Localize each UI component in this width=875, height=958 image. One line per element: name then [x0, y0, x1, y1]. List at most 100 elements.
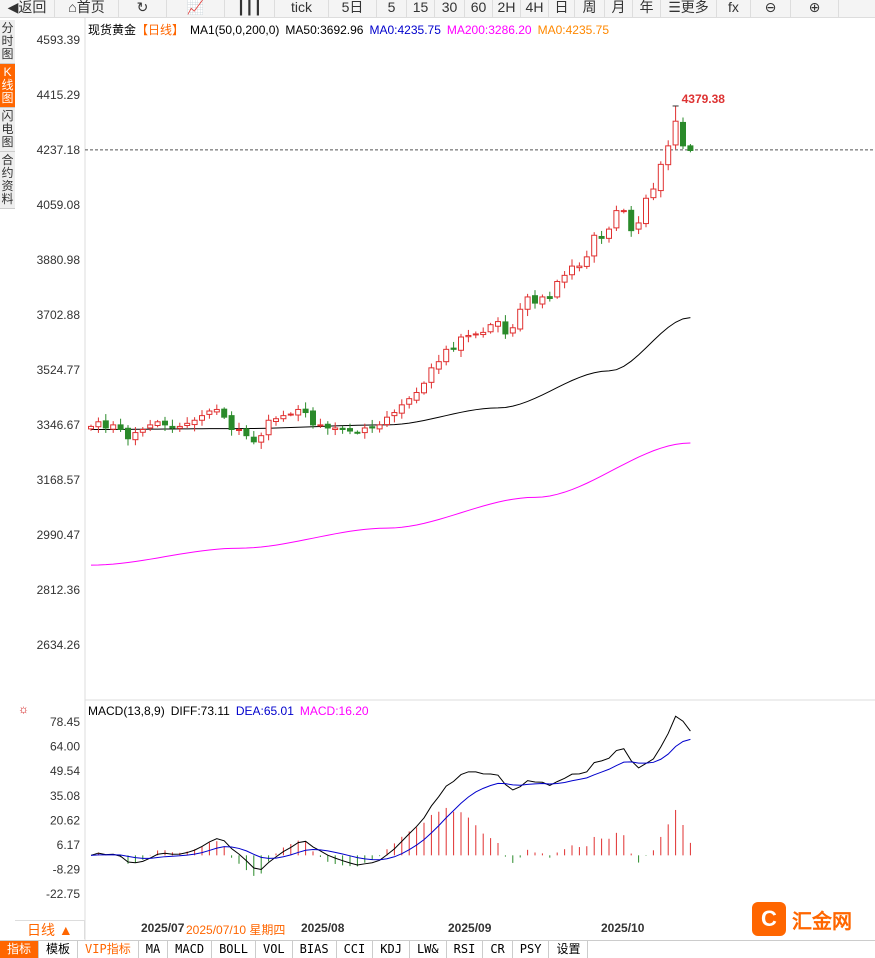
candle-body: [258, 435, 265, 443]
candle-body: [539, 296, 546, 305]
toolbar-m15-button[interactable]: 15: [407, 0, 435, 18]
indicator-tab[interactable]: LW&: [410, 941, 447, 958]
toolbar-kline-button[interactable]: ┃┃┃: [225, 0, 275, 18]
macd-tick-label: 49.54: [50, 764, 80, 778]
candle-body: [472, 333, 479, 336]
indicator-tab[interactable]: MACD: [168, 941, 213, 958]
ma-name[interactable]: MA1(50,0,200,0): [190, 23, 280, 37]
y-tick-label: 4415.29: [37, 88, 81, 102]
candle-body: [88, 425, 94, 430]
toolbar-fx-button[interactable]: fx: [717, 0, 751, 18]
toolbar-m30-button[interactable]: 30: [435, 0, 465, 18]
indicator-tab[interactable]: KDJ: [373, 941, 410, 958]
dea-value: DEA:65.01: [235, 704, 294, 718]
candle-body: [295, 408, 302, 416]
candle-body: [199, 415, 205, 421]
toolbar-m5-button[interactable]: 5: [377, 0, 407, 18]
candle-body: [561, 274, 568, 283]
candle-body: [206, 410, 213, 415]
candle-body: [354, 431, 361, 434]
date-label: 2025/10: [601, 921, 645, 935]
indicator-tab[interactable]: MA: [139, 941, 169, 958]
candle-body: [598, 236, 605, 239]
ma200-line: [90, 442, 691, 566]
macd-tick-label: 64.00: [50, 740, 80, 754]
symbol-name: 现货黄金: [88, 23, 137, 37]
candle-body: [650, 188, 657, 199]
toolbar-home-button[interactable]: ⌂首页: [55, 0, 119, 18]
candle-body: [184, 422, 191, 426]
macd-legend: MACD(13,8,9) DIFF:73.11 DEA:65.01 MACD:16.2…: [88, 704, 375, 718]
candle-body: [110, 424, 117, 430]
toolbar-m60-button[interactable]: 60: [465, 0, 493, 18]
toolbar-more-button[interactable]: ☰更多: [661, 0, 717, 18]
toolbar-h2-button[interactable]: 2H: [493, 0, 521, 18]
toolbar-zoomout-button[interactable]: ⊖: [751, 0, 791, 18]
candle-body: [317, 424, 324, 427]
indicator-tab[interactable]: 指标: [0, 941, 40, 958]
candle-body: [310, 410, 316, 426]
candle-body: [635, 222, 642, 230]
y-tick-label: 4059.08: [37, 198, 81, 212]
candle-body: [191, 419, 198, 426]
candle-body: [391, 412, 398, 417]
toolbar-year-button[interactable]: 年: [633, 0, 661, 18]
diff-value: DIFF:73.11: [170, 704, 230, 718]
macd-tick-label: 20.62: [50, 813, 80, 827]
indicator-tab[interactable]: 设置: [549, 941, 589, 958]
macd-name[interactable]: MACD(13,8,9): [88, 704, 165, 718]
indicator-tabs: 指标 模板 VIP指标 MA MACD BOLL VOL BIAS CCI KDJ LW& RSI CR…: [0, 940, 875, 958]
y-tick-label: 3524.77: [37, 363, 81, 377]
candle-body: [132, 432, 139, 441]
side-tab[interactable]: 分时图: [0, 20, 15, 64]
candle-body: [458, 336, 464, 351]
candle-body: [665, 145, 672, 166]
side-tab[interactable]: 闪电图: [0, 108, 15, 152]
toolbar-refresh-button[interactable]: ↻: [119, 0, 167, 18]
candle-body: [273, 418, 279, 422]
candle-body: [502, 321, 509, 335]
indicator-tab[interactable]: CR: [483, 941, 513, 958]
toolbar-week-button[interactable]: 周: [575, 0, 605, 18]
candle-body: [347, 428, 353, 432]
toolbar-back-button[interactable]: ◀返回: [0, 0, 55, 18]
toolbar-ind-button[interactable]: 📈: [167, 0, 225, 18]
indicator-tab[interactable]: BOLL: [212, 941, 256, 958]
candle-body: [147, 424, 154, 429]
toolbar-tick-button[interactable]: tick: [275, 0, 329, 18]
macd-tick-label: 6.17: [57, 838, 81, 852]
toolbar-d5-button[interactable]: 5日: [329, 0, 377, 18]
y-tick-label: 2634.26: [37, 638, 81, 652]
candle-body: [687, 145, 694, 151]
side-tab[interactable]: 合约资料: [0, 152, 15, 209]
candle-body: [102, 420, 109, 429]
candle-body: [339, 427, 346, 431]
indicator-tab[interactable]: VOL: [256, 941, 293, 958]
candle-body: [583, 256, 590, 267]
indicator-tab[interactable]: CCI: [337, 941, 374, 958]
candle-body: [243, 428, 250, 437]
candle-body: [162, 420, 168, 426]
indicator-tab[interactable]: BIAS: [293, 941, 337, 958]
candle-body: [169, 425, 176, 429]
main-legend: 现货黄金【日线】 MA1(50,0,200,0) MA50:3692.96 MA0:4…: [88, 21, 615, 38]
candle-body: [628, 209, 635, 232]
toolbar-zoomin-button[interactable]: ⊕: [791, 0, 839, 18]
side-tab[interactable]: K线图: [0, 64, 15, 108]
period-selector[interactable]: 日线 ▲: [15, 920, 85, 939]
candle-body: [435, 361, 442, 370]
toolbar-h4-button[interactable]: 4H: [521, 0, 549, 18]
indicator-tab[interactable]: RSI: [447, 941, 484, 958]
indicator-tab[interactable]: VIP指标: [78, 941, 139, 958]
macd-tick-label: -8.29: [53, 863, 81, 877]
indicator-tab[interactable]: PSY: [513, 941, 550, 958]
logo: C 汇金网: [752, 901, 870, 937]
toolbar-month-button[interactable]: 月: [605, 0, 633, 18]
toolbar-day-button[interactable]: 日: [549, 0, 575, 18]
indicator-tab[interactable]: 模板: [39, 941, 79, 958]
candle-body: [398, 404, 405, 414]
candle-body: [376, 424, 383, 430]
y-tick-label: 4237.18: [37, 143, 81, 157]
candle-body: [302, 408, 309, 414]
